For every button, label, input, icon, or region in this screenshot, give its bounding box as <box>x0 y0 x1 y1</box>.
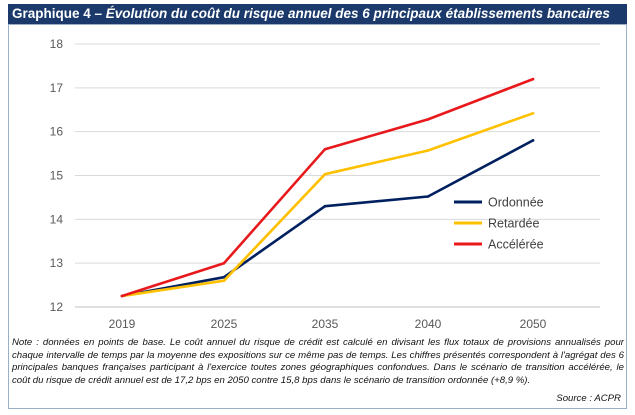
chart-frame <box>8 24 627 409</box>
data-point-acceleree <box>323 147 327 151</box>
line-chart: 12 13 14 15 16 17 18 2019 2025 2035 2040 2050 Ordon… <box>50 37 600 331</box>
chart-note: Note : données en points de base. Le coû… <box>12 337 624 386</box>
x-tick-label: 2019 <box>109 317 136 331</box>
chart-title-prefix: Graphique 4 – <box>12 6 106 21</box>
legend-label-retardee: Retardée <box>488 217 539 231</box>
x-tick-label: 2035 <box>312 317 339 331</box>
y-tick-label: 12 <box>50 300 64 314</box>
data-point-retardee <box>222 279 226 283</box>
data-point-acceleree <box>426 118 430 121</box>
x-tick-label: 2050 <box>520 317 547 331</box>
y-tick-label: 13 <box>50 256 64 270</box>
chart-source: Source : ACPR <box>556 393 621 404</box>
series-layer <box>120 77 535 298</box>
data-point-acceleree <box>120 294 124 298</box>
data-point-ordonnee <box>222 275 226 279</box>
data-point-retardee <box>426 149 430 152</box>
legend: Ordonnée Retardée Accélérée <box>454 196 544 252</box>
series-line-retardee <box>120 112 535 298</box>
y-tick-label: 17 <box>50 81 64 95</box>
series-line-ordonnee <box>120 139 535 298</box>
x-tick-label: 2040 <box>415 317 442 331</box>
y-tick-label: 16 <box>50 125 64 139</box>
grid-layer <box>75 43 600 308</box>
data-point-retardee <box>323 172 327 176</box>
y-tick-label: 18 <box>50 37 64 51</box>
chart-title-bar: Graphique 4 – Évolution du coût du risqu… <box>8 4 627 24</box>
data-point-acceleree <box>531 77 535 81</box>
axis-layer: 12 13 14 15 16 17 18 2019 2025 2035 2040 2050 <box>50 37 547 331</box>
data-point-retardee <box>531 112 535 115</box>
legend-label-ordonnee: Ordonnée <box>488 196 544 210</box>
data-point-ordonnee <box>531 139 535 142</box>
y-tick-label: 15 <box>50 169 64 183</box>
data-point-acceleree <box>222 261 226 265</box>
data-point-ordonnee <box>323 204 327 208</box>
legend-label-acceleree: Accélérée <box>488 238 544 252</box>
y-tick-label: 14 <box>50 212 64 226</box>
data-point-ordonnee <box>426 195 430 198</box>
x-tick-label: 2025 <box>211 317 238 331</box>
chart-title-text: Évolution du coût du risque annuel des 6… <box>105 6 610 21</box>
